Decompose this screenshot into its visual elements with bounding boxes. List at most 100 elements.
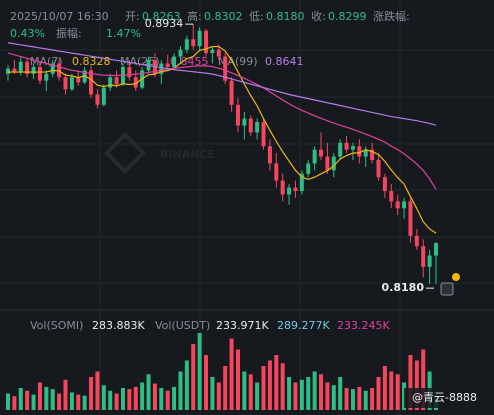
candle-body: [344, 142, 349, 150]
legend-value: 289.277K: [277, 319, 330, 332]
ma-line: [7, 42, 437, 126]
value: 0.8263: [142, 10, 181, 23]
volume-bar: [331, 385, 336, 410]
volume-bar: [319, 374, 324, 410]
volume-bar: [306, 377, 311, 410]
volume-bar: [421, 349, 426, 410]
candle-body: [402, 201, 407, 209]
volume-bar: [18, 388, 23, 410]
candle-body: [127, 66, 132, 78]
legend-name: MA(99): [218, 55, 258, 68]
volume-bar: [274, 355, 279, 410]
volume-bar: [389, 371, 394, 410]
volume-bar: [184, 360, 189, 410]
volume-bar: [6, 393, 10, 410]
candle-body: [382, 177, 387, 192]
volume-bar: [101, 385, 106, 410]
volume-bar: [204, 355, 209, 410]
volume-bar: [69, 392, 74, 410]
candle-body: [165, 63, 170, 67]
volume-bar: [338, 377, 343, 410]
time: 2025/10/07 16:30: [10, 10, 109, 23]
volume-bar: [210, 377, 215, 410]
candle-body: [376, 160, 381, 178]
candle-body: [389, 191, 394, 202]
candle-body: [325, 156, 330, 171]
candle-body: [6, 68, 10, 74]
candle-body: [178, 49, 183, 57]
volume-legend: Vol(SOMI) 283.883K Vol(USDT) 233.971K 28…: [30, 319, 390, 332]
max-label: 0.8934: [145, 17, 184, 30]
volume-bar: [248, 374, 253, 410]
candle-body: [133, 77, 138, 88]
volume-bar: [159, 388, 164, 410]
candle-body: [363, 149, 368, 157]
volume-bar: [261, 366, 266, 410]
volume-bar: [31, 394, 36, 410]
volume-bar: [25, 390, 30, 410]
watermark-text: BINANCE: [160, 148, 215, 161]
legend-value: 0.8455: [170, 55, 209, 68]
candle-body: [248, 118, 253, 133]
label: 涨跌幅:: [373, 9, 410, 23]
candle-body: [350, 146, 355, 150]
volume-bar: [50, 389, 55, 410]
candle-body: [261, 122, 266, 147]
volume-bar: [89, 377, 94, 410]
candle-body: [114, 77, 119, 85]
volume-bar: [146, 374, 151, 410]
volume-bar: [280, 363, 285, 410]
volume-bar: [114, 393, 119, 410]
watermark: BINANCE: [103, 131, 215, 175]
candle-body: [184, 39, 189, 50]
candle-body: [197, 30, 202, 47]
legend-value: 233.971K: [216, 319, 269, 332]
value: 0.8180: [266, 10, 305, 23]
candle-body: [159, 63, 164, 74]
label: 振幅:: [56, 26, 82, 40]
volume-bar: [76, 394, 81, 410]
candle-body: [69, 77, 74, 90]
candle-body: [427, 255, 432, 267]
candle-body: [331, 156, 336, 171]
volume-bar: [363, 390, 368, 410]
volume-bar: [229, 338, 234, 410]
volume-bar: [235, 349, 240, 410]
candle-body: [89, 70, 94, 95]
volume-bar: [223, 366, 228, 410]
volume-bar: [37, 382, 42, 410]
legend-name: Vol(SOMI): [30, 319, 83, 332]
volume-bar: [63, 379, 68, 410]
volume-bar: [165, 390, 170, 410]
volume-bar: [408, 355, 413, 410]
candle-body: [274, 163, 279, 181]
volume-bar: [376, 377, 381, 410]
label: 低:: [249, 10, 264, 23]
value: 0.8299: [328, 10, 367, 23]
marks: 0.8934 0.8180: [6, 17, 460, 410]
volume-bar: [178, 371, 183, 410]
candle-body: [172, 56, 177, 67]
volume-bar: [267, 360, 272, 410]
volume-bar: [242, 371, 247, 410]
candle-body: [37, 66, 42, 81]
volume-bar: [172, 386, 177, 410]
volume-bar: [344, 388, 349, 410]
candle-body: [76, 77, 81, 83]
volume-bar: [120, 388, 125, 410]
volume-bar: [312, 371, 317, 410]
ma-line: [8, 45, 437, 234]
candle-body: [95, 94, 100, 105]
candle-body: [223, 56, 228, 81]
candle-body: [293, 187, 298, 192]
label: 收:: [311, 9, 326, 23]
candle-body: [18, 61, 23, 73]
volume-bar: [216, 382, 221, 410]
legend-value: 283.883K: [92, 319, 145, 332]
candle-body: [357, 146, 362, 157]
candle-body: [414, 235, 419, 247]
candle-body: [319, 149, 324, 157]
volume-bar: [395, 374, 400, 410]
candle-body: [280, 180, 285, 195]
